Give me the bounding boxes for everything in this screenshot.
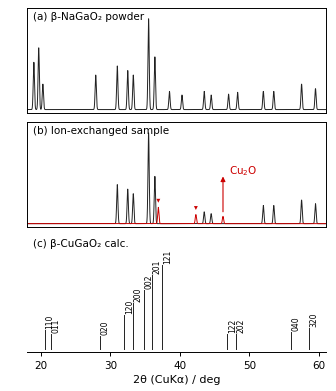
Text: 202: 202: [236, 318, 245, 333]
X-axis label: 2θ (CuKα) / deg: 2θ (CuKα) / deg: [133, 375, 220, 385]
Text: 040: 040: [292, 316, 301, 331]
Text: 122: 122: [228, 319, 237, 333]
Text: 020: 020: [100, 321, 110, 335]
Text: 110: 110: [46, 315, 55, 329]
Text: 200: 200: [134, 287, 143, 302]
Text: (c) β-CuGaO₂ calc.: (c) β-CuGaO₂ calc.: [33, 239, 129, 249]
Text: (b) Ion-exchanged sample: (b) Ion-exchanged sample: [33, 126, 169, 136]
Text: 121: 121: [163, 250, 172, 264]
Text: 120: 120: [125, 300, 134, 314]
Text: 002: 002: [144, 275, 154, 289]
Text: (a) β-NaGaO₂ powder: (a) β-NaGaO₂ powder: [33, 12, 144, 22]
Text: 320: 320: [309, 312, 318, 327]
Text: $\mathregular{Cu_2O}$: $\mathregular{Cu_2O}$: [228, 164, 257, 178]
Text: 011: 011: [51, 318, 60, 333]
Text: 201: 201: [153, 260, 162, 274]
